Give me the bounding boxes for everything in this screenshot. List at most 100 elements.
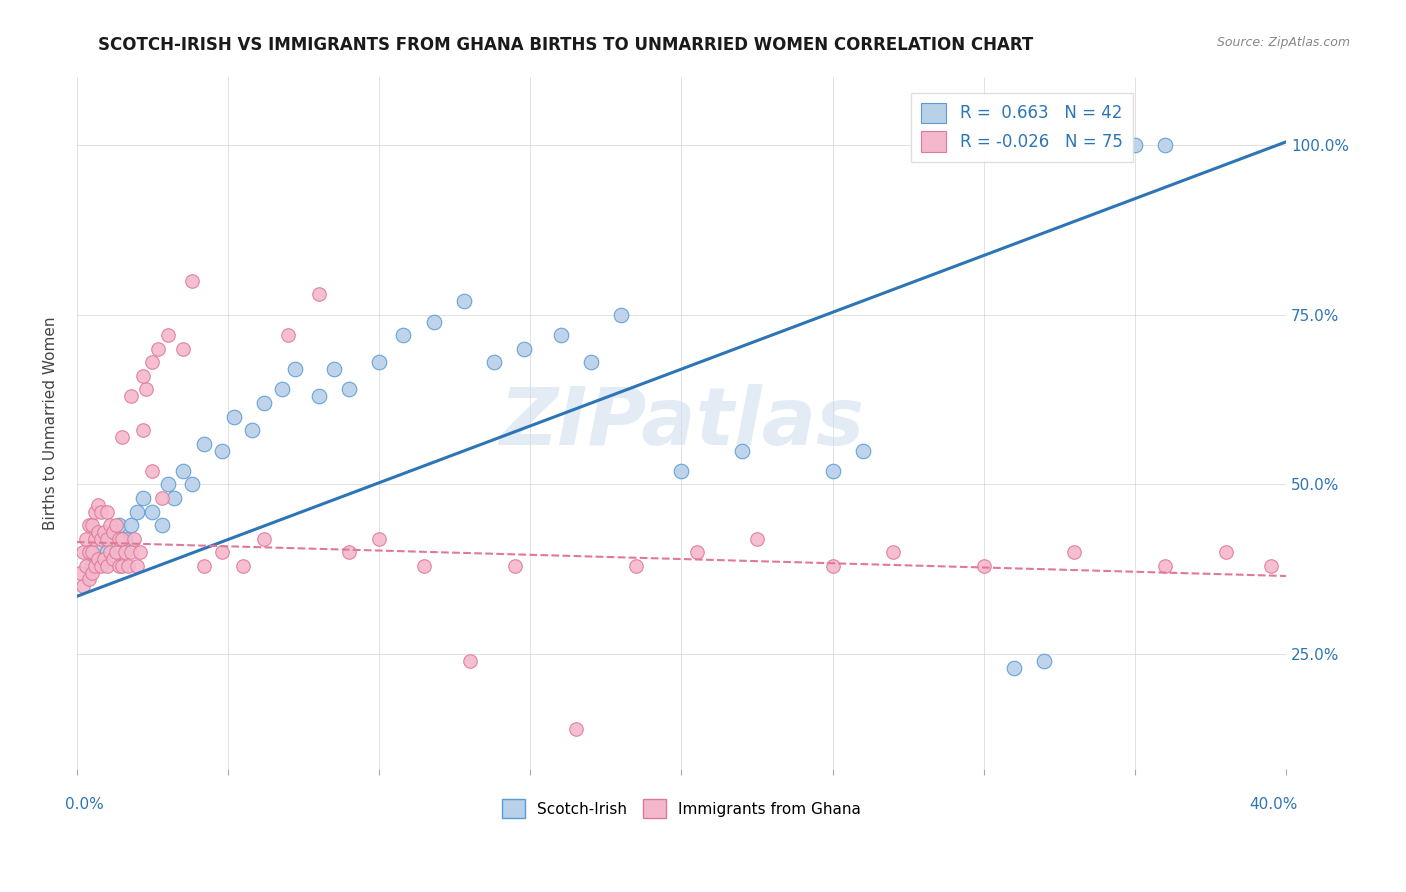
Point xyxy=(90,504,112,518)
Point xyxy=(550,328,572,343)
Point xyxy=(482,355,505,369)
Text: 0.0%: 0.0% xyxy=(65,797,104,812)
Point xyxy=(193,436,215,450)
Point xyxy=(132,368,155,383)
Point xyxy=(337,383,360,397)
Point xyxy=(120,389,142,403)
Point xyxy=(101,552,124,566)
Point xyxy=(93,552,115,566)
Point xyxy=(277,328,299,343)
Point xyxy=(222,409,245,424)
Point xyxy=(111,532,134,546)
Point xyxy=(111,430,134,444)
Point xyxy=(93,524,115,539)
Point xyxy=(322,362,344,376)
Point xyxy=(129,545,152,559)
Point xyxy=(973,558,995,573)
Point xyxy=(124,532,146,546)
Point xyxy=(90,532,112,546)
Point xyxy=(253,396,276,410)
Point xyxy=(80,558,103,573)
Point xyxy=(105,545,128,559)
Point xyxy=(98,545,121,559)
Point xyxy=(240,423,263,437)
Point xyxy=(685,545,707,559)
Point xyxy=(1033,654,1056,668)
Point xyxy=(413,558,436,573)
Point xyxy=(84,504,107,518)
Point xyxy=(90,558,112,573)
Point xyxy=(253,532,276,546)
Point xyxy=(162,491,184,505)
Point xyxy=(453,294,475,309)
Point xyxy=(101,524,124,539)
Point xyxy=(114,545,136,559)
Point xyxy=(77,573,100,587)
Point xyxy=(80,566,103,580)
Point xyxy=(610,308,633,322)
Point xyxy=(111,558,134,573)
Point xyxy=(308,389,330,403)
Point xyxy=(150,518,173,533)
Point xyxy=(1063,545,1085,559)
Point xyxy=(392,328,415,343)
Legend: Scotch-Irish, Immigrants from Ghana: Scotch-Irish, Immigrants from Ghana xyxy=(496,793,866,824)
Point xyxy=(821,558,844,573)
Point xyxy=(80,545,103,559)
Point xyxy=(114,532,136,546)
Point xyxy=(90,539,112,553)
Point xyxy=(96,558,118,573)
Point xyxy=(87,552,110,566)
Point xyxy=(671,464,693,478)
Point xyxy=(852,443,875,458)
Point xyxy=(458,654,481,668)
Point xyxy=(120,545,142,559)
Point xyxy=(127,504,149,518)
Point xyxy=(172,342,194,356)
Point xyxy=(117,558,139,573)
Point xyxy=(96,504,118,518)
Point xyxy=(84,558,107,573)
Point xyxy=(745,532,768,546)
Point xyxy=(1260,558,1282,573)
Point xyxy=(141,355,163,369)
Point xyxy=(1123,138,1146,153)
Point xyxy=(77,545,100,559)
Point xyxy=(150,491,173,505)
Point xyxy=(180,274,202,288)
Point xyxy=(87,524,110,539)
Point xyxy=(108,558,131,573)
Point xyxy=(1002,660,1025,674)
Point xyxy=(148,342,170,356)
Text: ZIPatlas: ZIPatlas xyxy=(499,384,863,462)
Point xyxy=(368,532,391,546)
Point xyxy=(77,518,100,533)
Point xyxy=(211,443,233,458)
Point xyxy=(98,518,121,533)
Point xyxy=(132,491,155,505)
Point xyxy=(105,518,128,533)
Point xyxy=(180,477,202,491)
Point xyxy=(624,558,647,573)
Point xyxy=(101,532,124,546)
Point xyxy=(156,477,179,491)
Point xyxy=(422,315,444,329)
Y-axis label: Births to Unmarried Women: Births to Unmarried Women xyxy=(44,317,58,530)
Point xyxy=(172,464,194,478)
Point xyxy=(120,518,142,533)
Point xyxy=(193,558,215,573)
Text: Source: ZipAtlas.com: Source: ZipAtlas.com xyxy=(1216,36,1350,49)
Point xyxy=(283,362,305,376)
Point xyxy=(271,383,294,397)
Point xyxy=(882,545,904,559)
Point xyxy=(503,558,526,573)
Point xyxy=(141,504,163,518)
Point xyxy=(731,443,754,458)
Point xyxy=(232,558,254,573)
Point xyxy=(80,518,103,533)
Point xyxy=(135,383,157,397)
Point xyxy=(72,579,94,593)
Point xyxy=(87,498,110,512)
Point xyxy=(141,464,163,478)
Point xyxy=(96,532,118,546)
